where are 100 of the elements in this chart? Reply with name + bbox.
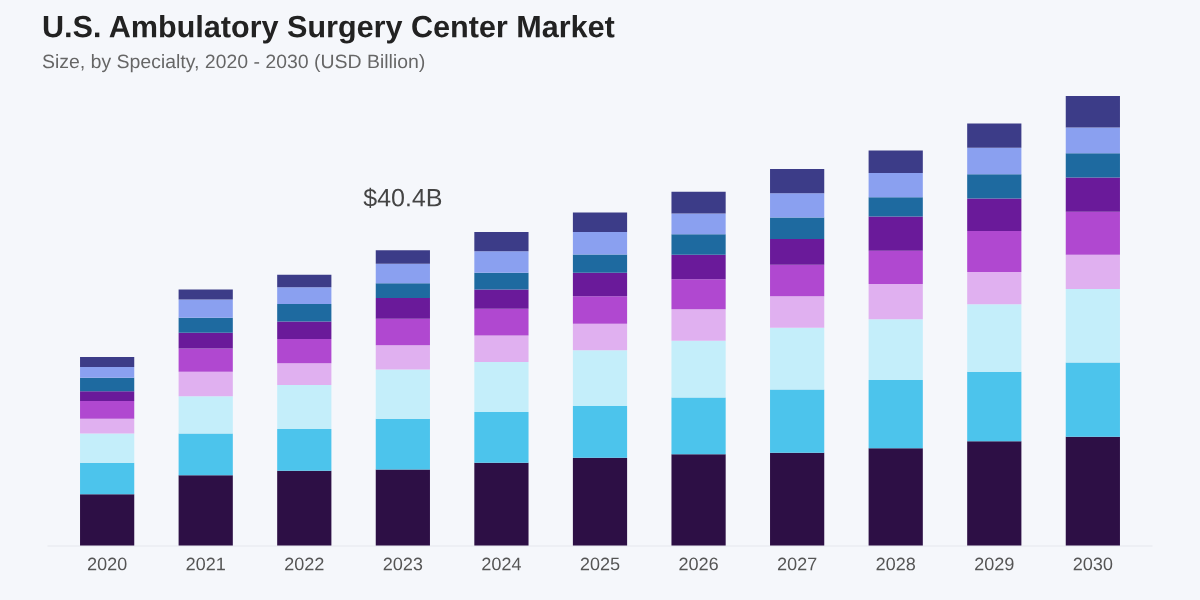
bar [967, 174, 1022, 199]
bar [474, 335, 529, 362]
bar [770, 452, 825, 546]
bar [671, 309, 726, 341]
bar [80, 391, 135, 402]
bar [868, 197, 923, 217]
bar [671, 340, 726, 398]
bar [80, 462, 135, 495]
bar [671, 279, 726, 310]
bar [277, 470, 332, 546]
bar [868, 448, 923, 546]
bar [375, 283, 430, 299]
bar [277, 339, 332, 364]
bar [80, 377, 135, 392]
bar [671, 254, 726, 280]
bar [572, 323, 628, 351]
bar [967, 371, 1022, 442]
bar [967, 271, 1022, 305]
bar [770, 239, 825, 265]
bar [80, 366, 135, 378]
bar [967, 304, 1022, 372]
x-tick-label: 2026 [679, 557, 718, 571]
bar [474, 289, 529, 309]
x-tick-label: 2028 [876, 557, 916, 571]
bar [375, 418, 430, 470]
bar [967, 231, 1022, 272]
x-tick-label: 2030 [1073, 557, 1113, 571]
bar [80, 357, 135, 367]
chart-title: U.S. Ambulatory Surgery Center Market [43, 15, 615, 44]
x-tick-label: 2021 [186, 557, 225, 571]
bar [80, 494, 135, 546]
bar [1065, 153, 1120, 178]
bar [474, 231, 529, 252]
x-tick-label: 2029 [975, 557, 1014, 571]
bar [1065, 211, 1120, 255]
x-tick-label: 2020 [87, 557, 127, 571]
bar [277, 287, 332, 304]
bar [178, 317, 233, 333]
bar [770, 264, 825, 297]
bar [80, 401, 135, 419]
bar [375, 263, 430, 284]
bar [474, 361, 529, 412]
bar [277, 429, 332, 471]
bar [868, 172, 923, 198]
bar [375, 345, 430, 370]
x-tick-label: 2027 [777, 557, 817, 571]
bar [375, 318, 430, 346]
bar [474, 251, 529, 273]
bar [572, 457, 628, 546]
bar [868, 284, 923, 320]
bar [868, 216, 923, 251]
bar [277, 303, 332, 322]
bar [868, 250, 923, 285]
bar [770, 217, 825, 240]
bar [1065, 96, 1120, 128]
bar [277, 363, 332, 385]
bar [572, 350, 628, 407]
bar [671, 191, 726, 214]
bar [178, 299, 233, 318]
bar [178, 396, 233, 434]
bar [474, 272, 529, 290]
bar [375, 369, 430, 419]
bar [375, 469, 430, 546]
bar [1065, 289, 1120, 363]
bar [375, 250, 430, 264]
bar [178, 475, 233, 546]
bar [277, 384, 332, 429]
bar [967, 147, 1022, 175]
bar [671, 213, 726, 235]
bar [868, 379, 923, 449]
bar [178, 332, 233, 349]
bar [572, 406, 628, 458]
bar [671, 454, 726, 546]
x-tick-label: 2024 [482, 557, 521, 571]
bar [770, 168, 825, 194]
bar [178, 371, 233, 397]
bar [375, 298, 430, 319]
bar [572, 254, 628, 273]
bar [967, 123, 1022, 148]
bar [178, 289, 233, 300]
bar [671, 397, 726, 455]
bar [572, 212, 628, 232]
bar [178, 348, 233, 372]
bar [868, 319, 923, 380]
bar [80, 433, 135, 463]
bar [967, 198, 1022, 231]
x-tick-label: 2025 [580, 557, 620, 571]
bar [1065, 254, 1120, 290]
bar [868, 150, 923, 173]
chart-subtitle: Size, by Specialty, 2020 - 2030 (USD Billion) [42, 54, 425, 73]
bar [572, 231, 628, 255]
bar [967, 441, 1022, 546]
bar [1065, 177, 1120, 212]
bar [1065, 436, 1120, 546]
bar [770, 193, 825, 218]
bar [80, 418, 135, 434]
bar [770, 327, 825, 390]
bar [277, 321, 332, 339]
annotation: $40.4B [363, 187, 442, 209]
bar [474, 411, 529, 463]
